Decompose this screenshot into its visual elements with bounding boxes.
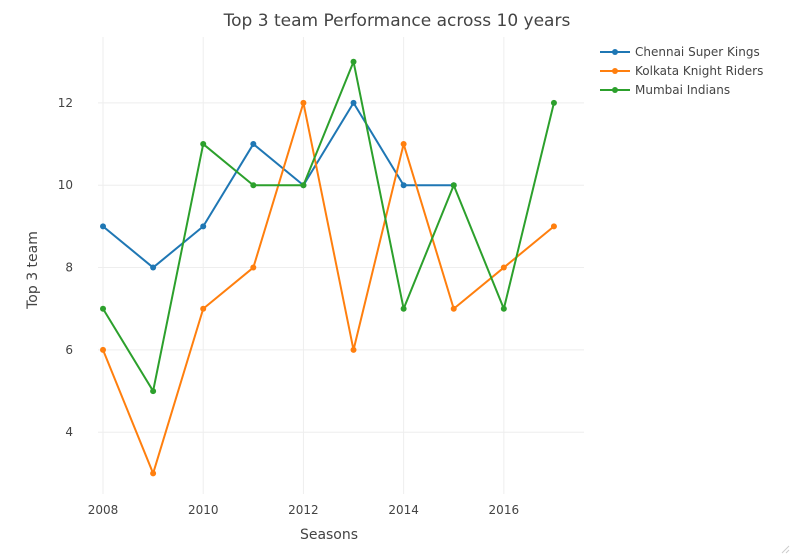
data-point[interactable] <box>450 182 457 189</box>
data-point[interactable] <box>500 305 507 312</box>
data-point[interactable] <box>350 58 357 65</box>
x-tick-label: 2012 <box>288 503 319 517</box>
legend-label: Kolkata Knight Riders <box>635 64 763 78</box>
series-line <box>102 101 454 269</box>
series-line <box>102 60 555 393</box>
x-axis-title: Seasons <box>300 527 358 543</box>
x-tick-label: 2016 <box>489 503 520 517</box>
data-point[interactable] <box>300 182 307 189</box>
data-point[interactable] <box>200 223 207 230</box>
data-point[interactable] <box>350 346 357 353</box>
data-point[interactable] <box>400 141 407 148</box>
chart-title: Top 3 team Performance across 10 years <box>223 11 571 31</box>
legend-label: Chennai Super Kings <box>635 45 760 59</box>
grid-lines <box>98 37 584 494</box>
legend-label: Mumbai Indians <box>635 83 730 97</box>
legend[interactable]: Chennai Super Kings Kolkata Knight Riders… <box>600 45 763 97</box>
y-tick-label: 6 <box>65 343 73 357</box>
data-point[interactable] <box>150 470 157 477</box>
series-lines <box>100 58 557 477</box>
legend-item[interactable]: Chennai Super Kings <box>600 45 760 59</box>
data-point[interactable] <box>250 141 257 148</box>
data-point[interactable] <box>250 264 257 271</box>
legend-marker-icon <box>612 87 618 93</box>
legend-marker-icon <box>612 49 618 55</box>
y-axis-title: Top 3 team <box>25 231 41 310</box>
data-point[interactable] <box>350 99 357 106</box>
data-point[interactable] <box>100 305 107 312</box>
data-point[interactable] <box>550 223 557 230</box>
data-point[interactable] <box>150 388 157 395</box>
x-tick-label: 2014 <box>388 503 419 517</box>
x-axis-ticks: 2008 2010 2012 2014 2016 <box>88 503 519 517</box>
data-point[interactable] <box>250 182 257 189</box>
data-point[interactable] <box>300 99 307 106</box>
series-2 <box>100 58 557 395</box>
resize-handle-icon[interactable] <box>781 545 790 554</box>
series-1 <box>100 99 557 477</box>
data-point[interactable] <box>400 305 407 312</box>
data-point[interactable] <box>100 346 107 353</box>
y-tick-label: 8 <box>65 261 73 275</box>
data-point[interactable] <box>150 264 157 271</box>
y-tick-label: 12 <box>58 96 73 110</box>
x-tick-label: 2008 <box>88 503 119 517</box>
legend-item[interactable]: Mumbai Indians <box>600 83 730 97</box>
series-line <box>102 101 555 475</box>
data-point[interactable] <box>550 99 557 106</box>
data-point[interactable] <box>450 305 457 312</box>
y-tick-label: 4 <box>65 425 73 439</box>
y-tick-label: 10 <box>58 178 73 192</box>
data-point[interactable] <box>500 264 507 271</box>
y-axis-ticks: 4 6 8 10 12 <box>58 96 73 439</box>
data-point[interactable] <box>400 182 407 189</box>
x-tick-label: 2010 <box>188 503 219 517</box>
legend-marker-icon <box>612 68 618 74</box>
data-point[interactable] <box>200 141 207 148</box>
data-point[interactable] <box>200 305 207 312</box>
legend-item[interactable]: Kolkata Knight Riders <box>600 64 763 78</box>
data-point[interactable] <box>100 223 107 230</box>
